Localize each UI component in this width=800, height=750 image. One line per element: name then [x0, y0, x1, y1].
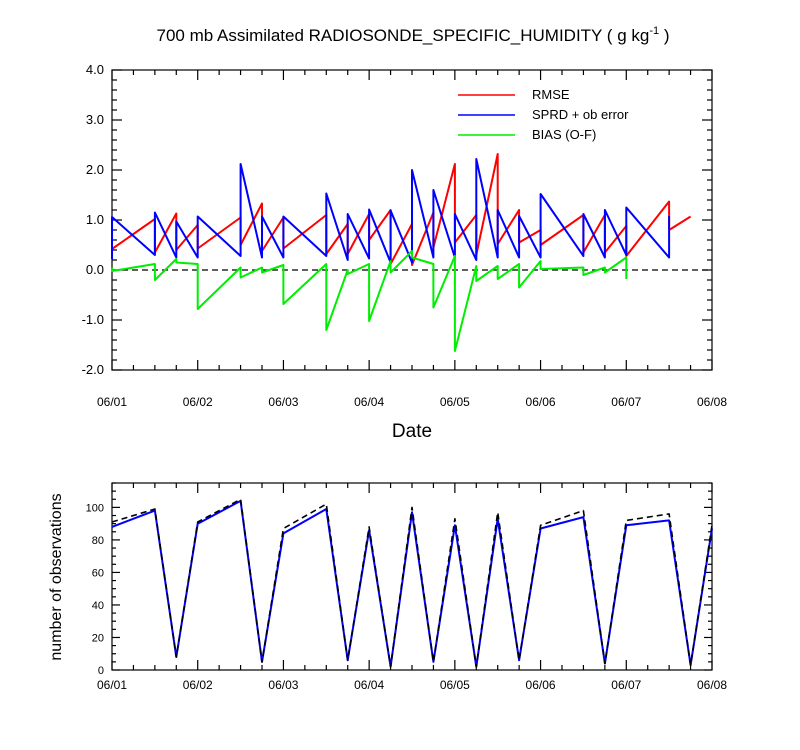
- chart-title: 700 mb Assimilated RADIOSONDE_SPECIFIC_H…: [157, 25, 670, 45]
- y-tick-label: 100: [86, 502, 104, 514]
- legend-label-1: SPRD + ob error: [532, 107, 629, 122]
- series-line-sprd-ob-error: [111, 158, 671, 264]
- x-tick-label: 06/05: [440, 678, 470, 692]
- x-tick-label: 06/07: [611, 678, 641, 692]
- y-tick-label: 1.0: [86, 212, 104, 227]
- y-tick-label: 20: [92, 632, 104, 644]
- x-tick-label: 06/07: [611, 395, 641, 409]
- x-tick-label: 06/08: [697, 395, 727, 409]
- x-tick-label: 06/03: [268, 678, 298, 692]
- x-tick-label: 06/05: [440, 395, 470, 409]
- x-tick-label: 06/06: [526, 678, 556, 692]
- x-tick-label: 06/04: [354, 678, 384, 692]
- plot-area-top: 06/01 06/02 06/03 06/04 06/05 06/06 06/07 06/08…: [82, 62, 728, 409]
- x-tick-label: 06/04: [354, 395, 384, 409]
- x-tick-label: 06/08: [697, 678, 727, 692]
- series-line-possible-observations: [111, 498, 713, 668]
- chart-title-end: ): [659, 26, 669, 45]
- series-line-assimilated-observations: [111, 499, 713, 668]
- chart-title-superscript: -1: [649, 25, 659, 37]
- y-tick-label: 80: [92, 535, 104, 547]
- y-tick-label: 4.0: [86, 62, 104, 77]
- y-tick-label: 0: [98, 665, 104, 677]
- y-tick-label: 2.0: [86, 162, 104, 177]
- plot-area-bottom: 06/01 06/02 06/03 06/04 06/05 06/06 06/07 06/08…: [86, 482, 727, 692]
- x-tick-label: 06/06: [526, 395, 556, 409]
- y-tick-label: 40: [92, 600, 104, 612]
- chart-title-main: 700 mb Assimilated RADIOSONDE_SPECIFIC_H…: [157, 26, 650, 45]
- x-tick-label: 06/03: [268, 395, 298, 409]
- plot-frame: [111, 482, 713, 671]
- x-tick-label: 06/01: [97, 395, 127, 409]
- y-tick-label: 3.0: [86, 112, 104, 127]
- x-axis-label: Date: [392, 421, 432, 442]
- x-tick-label: 06/01: [97, 678, 127, 692]
- legend-label-0: RMSE: [532, 87, 570, 102]
- x-tick-label: 06/02: [183, 395, 213, 409]
- x-tick-label: 06/02: [183, 678, 213, 692]
- series-line-bias-o-f: [111, 250, 628, 352]
- y-axis-label-observations: number of observations: [48, 493, 65, 660]
- y-tick-label: -1.0: [82, 312, 104, 327]
- y-tick-label: 0.0: [86, 262, 104, 277]
- y-tick-label: 60: [92, 567, 104, 579]
- y-tick-label: -2.0: [82, 362, 104, 377]
- series-line-rmse: [111, 153, 692, 266]
- legend-label-2: BIAS (O-F): [532, 127, 596, 142]
